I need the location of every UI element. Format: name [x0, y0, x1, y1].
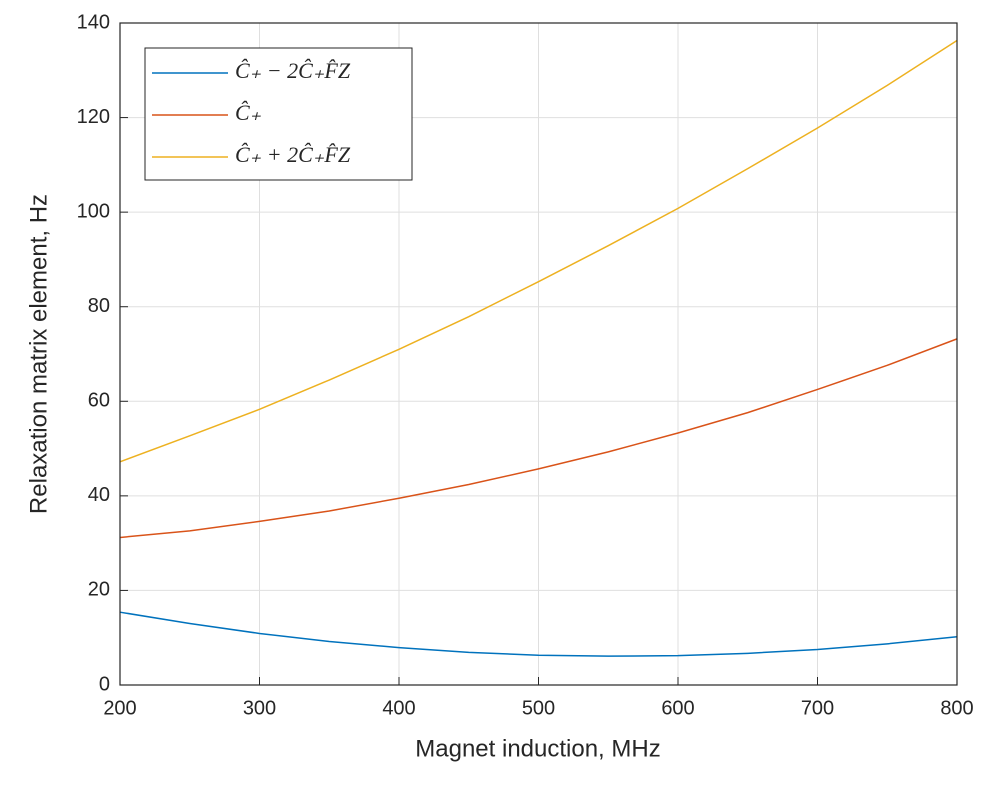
lines — [119, 39, 958, 657]
y-tick-label: 80 — [88, 295, 110, 317]
legend-box — [144, 47, 413, 181]
y-tick-label: 0 — [99, 673, 110, 695]
x-tick-label: 700 — [801, 697, 834, 719]
ticks: 200 300 400 500 600 700 800 0 20 40 60 80 100 120 140 — [77, 11, 974, 719]
legend-label: Ĉ₊ — [235, 100, 262, 125]
y-tick-label: 140 — [77, 11, 110, 33]
x-tick-label: 500 — [522, 697, 555, 719]
y-tick-label: 100 — [77, 200, 110, 222]
line-series — [119, 338, 958, 539]
x-tick-label: 400 — [382, 697, 415, 719]
line-series — [119, 611, 958, 657]
x-tick-label: 300 — [243, 697, 276, 719]
x-tick-label: 200 — [103, 697, 136, 719]
line-series — [119, 39, 958, 463]
y-axis-label: Relaxation matrix element, Hz — [25, 194, 52, 514]
y-tick-label: 40 — [88, 484, 110, 506]
legend: Ĉ₊ − 2Ĉ₊F̂Z Ĉ₊ Ĉ₊ + 2Ĉ₊F̂Z — [144, 47, 413, 181]
x-tick-label: 800 — [940, 697, 973, 719]
legend-label: Ĉ₊ − 2Ĉ₊F̂Z — [235, 58, 351, 83]
y-tick-label: 120 — [77, 106, 110, 128]
x-axis-label: Magnet induction, MHz — [415, 735, 660, 762]
x-tick-label: 600 — [661, 697, 694, 719]
y-tick-label: 20 — [88, 579, 110, 601]
legend-label: Ĉ₊ + 2Ĉ₊F̂Z — [235, 142, 351, 167]
y-tick-label: 60 — [88, 390, 110, 412]
